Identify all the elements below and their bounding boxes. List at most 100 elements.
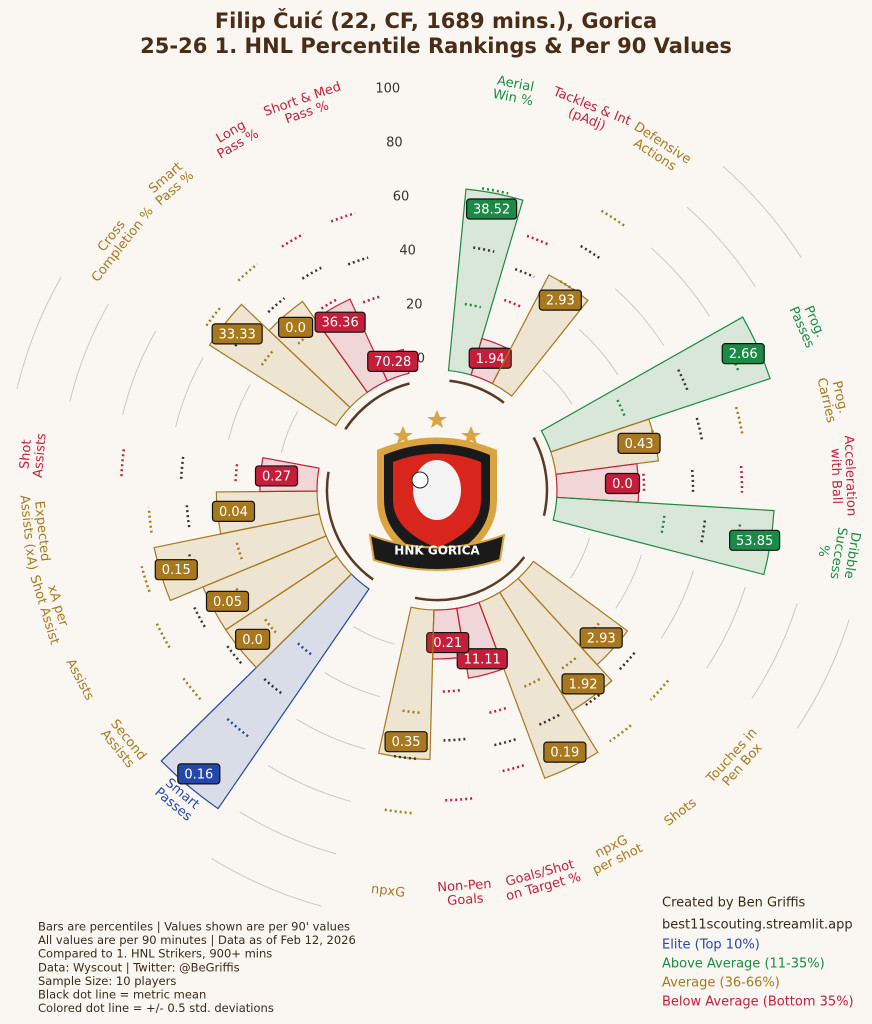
sd-dot-line xyxy=(522,678,541,689)
bar xyxy=(447,188,524,376)
mean-dot-line xyxy=(347,256,369,266)
sd-dot-line xyxy=(297,331,313,345)
value-label: 0.0 xyxy=(242,633,263,648)
mean-dot-line xyxy=(443,737,466,742)
mean-dot-line xyxy=(185,505,191,528)
grid-arc xyxy=(175,357,204,428)
sd-dot-line xyxy=(155,623,171,649)
group-arc xyxy=(325,471,374,581)
group-arc xyxy=(532,436,549,516)
value-box xyxy=(721,343,765,365)
sd-dot-line xyxy=(442,689,460,693)
value-box xyxy=(384,731,428,753)
value-label: 0.19 xyxy=(550,746,579,761)
value-label: 33.33 xyxy=(219,327,256,342)
group-arc xyxy=(414,556,526,602)
mean-dot-line xyxy=(267,297,286,314)
sd-dot-line xyxy=(383,808,412,815)
sd-dot-line xyxy=(481,187,509,195)
value-box xyxy=(177,763,221,785)
bar xyxy=(540,316,771,453)
mean-dot-line xyxy=(192,605,206,628)
sd-dot-line xyxy=(147,507,153,533)
sd-dot-line xyxy=(642,473,646,492)
grid-arc xyxy=(122,330,157,415)
sd-dot-line xyxy=(140,566,151,593)
mean-dot-line xyxy=(695,417,704,442)
sd-dot-line xyxy=(734,406,744,434)
value-label: 0.15 xyxy=(162,563,191,578)
value-box xyxy=(254,465,299,487)
value-label: 11.11 xyxy=(464,652,501,667)
footnote: All values are per 90 minutes | Data as … xyxy=(38,933,356,947)
value-label: 2.66 xyxy=(729,347,758,362)
sd-dot-line xyxy=(464,302,482,309)
value-box xyxy=(154,559,198,581)
sd-dot-line xyxy=(499,764,525,774)
chart-subtitle: 25-26 1. HNL Percentile Rankings & Per 9… xyxy=(140,34,732,58)
chart-title: Filip Čuić (22, CF, 1689 mins.), Gorica xyxy=(215,8,657,33)
mean-dot-line xyxy=(392,754,416,761)
legend-entry: Below Average (Bottom 35%) xyxy=(662,995,854,1010)
grid-arc xyxy=(578,329,619,376)
grid-arc xyxy=(614,288,665,346)
legend-entry: Elite (Top 10%) xyxy=(662,938,760,953)
value-box xyxy=(205,590,250,612)
mean-dot-line xyxy=(580,244,603,261)
value-label: 0.0 xyxy=(285,321,306,336)
r-tick-label: 60 xyxy=(393,190,410,205)
grid-arc xyxy=(324,672,380,698)
sd-dot-line xyxy=(609,724,632,743)
mean-dot-line xyxy=(301,266,322,280)
sd-dot-line xyxy=(234,463,239,482)
mean-dot-line xyxy=(179,456,185,479)
grid-arc xyxy=(796,619,850,729)
r-tick-label: 20 xyxy=(406,297,423,312)
sd-dot-line xyxy=(600,209,626,228)
sd-dot-line xyxy=(559,657,577,671)
grid-arc xyxy=(239,811,337,855)
category-label: Non-Pen Goals xyxy=(437,876,493,910)
value-box xyxy=(314,311,366,333)
mean-dot-line xyxy=(514,268,535,278)
mean-dot-line xyxy=(699,520,707,544)
grid-arc xyxy=(69,303,109,402)
sd-dot-line xyxy=(296,641,312,656)
mean-dot-line xyxy=(690,469,695,493)
value-label: 1.94 xyxy=(476,352,505,367)
sd-dot-line xyxy=(659,515,666,536)
club-logo: HNK GORICA xyxy=(368,410,506,571)
value-box xyxy=(604,472,641,495)
value-label: 0.16 xyxy=(184,767,213,782)
grid-arc xyxy=(751,603,798,699)
value-box xyxy=(617,432,661,454)
footnote: Compared to 1. HNL Strikers, 900+ mins xyxy=(38,947,272,961)
grid-arc xyxy=(615,554,642,609)
sd-dot-line xyxy=(739,465,744,493)
value-box xyxy=(729,529,781,551)
footnote: Data: Wyscout | Twitter: @BeGriffis xyxy=(38,960,240,974)
grid-arc xyxy=(16,277,62,390)
category-label: Acceleration with Ball xyxy=(826,434,859,517)
mean-dot-line xyxy=(493,738,516,747)
value-label: 2.93 xyxy=(546,294,575,309)
credit: Created by Ben Griffis xyxy=(662,896,806,911)
grid-arc xyxy=(280,410,299,453)
value-label: 1.92 xyxy=(569,677,598,692)
r-tick-label: 0 xyxy=(417,351,425,366)
sd-dot-line xyxy=(649,679,670,701)
value-label: 0.43 xyxy=(625,437,654,452)
mean-dot-line xyxy=(263,677,282,695)
footnote: Black dot line = metric mean xyxy=(38,988,206,1002)
value-label: 70.28 xyxy=(374,355,411,370)
value-label: 0.0 xyxy=(612,477,633,492)
value-label: 2.93 xyxy=(587,631,616,646)
grid-arc xyxy=(228,384,251,441)
value-box xyxy=(278,316,314,338)
sd-dot-line xyxy=(182,677,202,701)
sd-dot-line xyxy=(237,263,259,282)
group-arc xyxy=(449,379,505,404)
sd-dot-line xyxy=(399,709,420,714)
